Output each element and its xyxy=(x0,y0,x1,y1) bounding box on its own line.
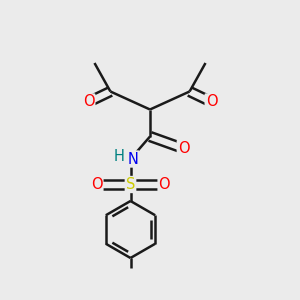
Text: O: O xyxy=(83,94,94,110)
Text: N: N xyxy=(128,152,138,166)
Text: O: O xyxy=(159,177,170,192)
Text: O: O xyxy=(178,141,189,156)
Text: H: H xyxy=(114,149,124,164)
Text: O: O xyxy=(206,94,217,110)
Text: O: O xyxy=(91,177,102,192)
Text: S: S xyxy=(126,177,135,192)
